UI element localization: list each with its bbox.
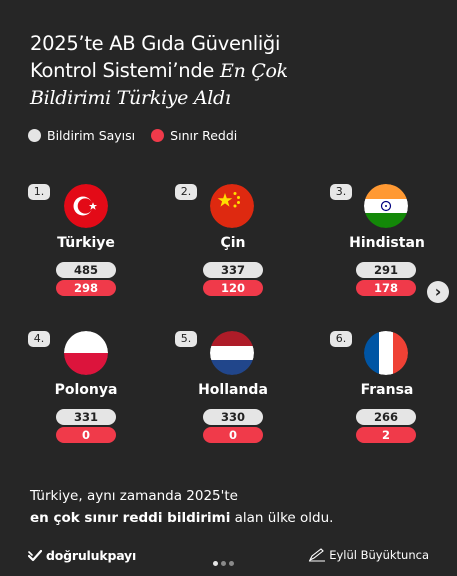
summary-text: Türkiye, aynı zamanda 2025'te en çok sın… xyxy=(30,485,390,529)
rank-badge: 2. xyxy=(175,184,197,200)
page-dot-3[interactable] xyxy=(229,561,234,566)
summary-line-1: Türkiye, aynı zamanda 2025'te xyxy=(30,488,238,504)
notification-count: 330 xyxy=(203,409,263,425)
country-card-fransa: 6. Fransa 266 2 xyxy=(330,331,457,461)
rejection-count: 298 xyxy=(56,280,116,296)
pagination-dots xyxy=(213,561,237,566)
rejection-count: 0 xyxy=(203,427,263,443)
country-card-cin: 2. Çin 337 120 xyxy=(175,184,315,314)
legend-item-notifications: Bildirim Sayısı xyxy=(28,128,135,143)
china-flag-icon xyxy=(210,184,254,228)
page-dot-1[interactable] xyxy=(213,561,218,566)
rank-badge: 1. xyxy=(28,184,50,200)
notification-count: 485 xyxy=(56,262,116,278)
author-name: Eylül Büyüktunca xyxy=(329,548,429,562)
pen-icon xyxy=(308,548,326,562)
title-line-2-text: Kontrol Sistemi’nde xyxy=(30,59,221,82)
brand-name: doğrulukpayı xyxy=(46,548,137,563)
rank-badge: 6. xyxy=(330,331,352,347)
country-card-hindistan: 3. Hindistan 291 178 xyxy=(330,184,457,314)
turkey-flag-icon xyxy=(64,184,108,228)
country-name: Türkiye xyxy=(57,235,115,251)
country-name: Çin xyxy=(220,235,246,251)
rejection-count: 178 xyxy=(356,280,416,296)
checkmark-logo-icon xyxy=(28,549,42,561)
summary-emphasis: en çok sınır reddi bildirimi xyxy=(30,510,231,526)
title-line-3: Bildirimi Türkiye Aldı xyxy=(30,87,231,109)
poland-flag-icon xyxy=(64,331,108,375)
notification-count: 331 xyxy=(56,409,116,425)
page-title: 2025’te AB Gıda Güvenliği Kontrol Sistem… xyxy=(30,30,430,112)
summary-rest: alan ülke oldu. xyxy=(230,510,334,526)
legend-item-rejections: Sınır Reddi xyxy=(151,128,237,143)
country-name: Hindistan xyxy=(349,235,425,251)
netherlands-flag-icon xyxy=(210,331,254,375)
notification-count: 291 xyxy=(356,262,416,278)
country-card-turkiye: 1. Türkiye 485 298 xyxy=(28,184,168,314)
legend-notifications-dot xyxy=(28,129,41,142)
notification-count: 337 xyxy=(203,262,263,278)
legend: Bildirim Sayısı Sınır Reddi xyxy=(28,128,253,143)
title-line-1: 2025’te AB Gıda Güvenliği xyxy=(30,32,281,55)
country-card-polonya: 4. Polonya 331 0 xyxy=(28,331,168,461)
rank-badge: 5. xyxy=(175,331,197,347)
notification-count: 266 xyxy=(356,409,416,425)
legend-rejections-label: Sınır Reddi xyxy=(170,128,238,143)
chevron-right-icon[interactable]: › xyxy=(427,281,449,303)
country-name: Hollanda xyxy=(198,382,268,398)
author-credit: Eylül Büyüktunca xyxy=(308,548,429,562)
title-line-2: Kontrol Sistemi’nde En Çok xyxy=(30,57,430,85)
page-dot-2[interactable] xyxy=(221,561,226,566)
rejection-count: 0 xyxy=(56,427,116,443)
summary-line-2: en çok sınır reddi bildirimi alan ülke o… xyxy=(30,507,390,529)
rank-badge: 4. xyxy=(28,331,50,347)
country-name: Polonya xyxy=(54,382,118,398)
rejection-count: 120 xyxy=(203,280,263,296)
rank-badge: 3. xyxy=(330,184,352,200)
india-flag-icon xyxy=(364,184,408,228)
legend-notifications-label: Bildirim Sayısı xyxy=(47,128,136,143)
france-flag-icon xyxy=(364,331,408,375)
brand-logo: doğrulukpayı xyxy=(28,548,136,563)
country-name: Fransa xyxy=(360,382,414,398)
title-line-2-emphasis: En Çok xyxy=(220,60,288,82)
legend-rejections-dot xyxy=(151,129,165,142)
country-card-hollanda: 5. Hollanda 330 0 xyxy=(175,331,315,461)
rejection-count: 2 xyxy=(356,427,416,443)
